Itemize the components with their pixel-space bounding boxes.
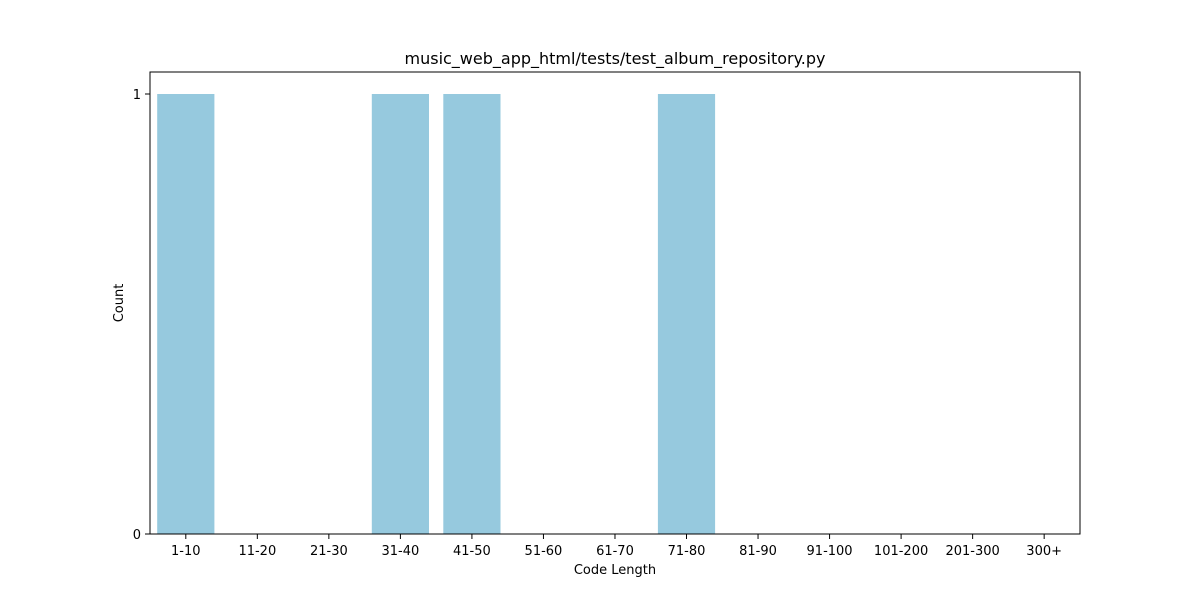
bars-group <box>157 94 716 534</box>
bar-31-40 <box>371 94 429 534</box>
x-tick-label: 21-30 <box>310 544 348 559</box>
x-tick-label: 1-10 <box>171 544 201 559</box>
bar-41-50 <box>443 94 501 534</box>
x-tick-label: 51-60 <box>525 544 563 559</box>
x-tick-label: 11-20 <box>238 544 276 559</box>
x-tick-label: 81-90 <box>739 544 777 559</box>
y-axis-label: Count <box>112 284 127 323</box>
x-tick-label: 101-200 <box>874 544 928 559</box>
x-tick-label: 91-100 <box>807 544 853 559</box>
chart-title: music_web_app_html/tests/test_album_repo… <box>405 49 826 69</box>
x-tick-label: 201-300 <box>945 544 999 559</box>
y-tick-label: 1 <box>133 88 141 103</box>
y-axis-ticks: 01 <box>133 88 150 543</box>
x-tick-label: 61-70 <box>596 544 634 559</box>
x-tick-label: 71-80 <box>668 544 706 559</box>
y-tick-label: 0 <box>133 528 141 543</box>
x-tick-label: 31-40 <box>381 544 419 559</box>
x-axis-ticks: 1-10 11-20 21-30 31-40 41-50 51-60 61-70 71-80 8… <box>171 534 1062 559</box>
x-tick-label: 41-50 <box>453 544 491 559</box>
plot-frame <box>149 71 1081 535</box>
x-tick-label: 300+ <box>1026 544 1062 559</box>
bar-1-10 <box>157 94 215 534</box>
bar-71-80 <box>657 94 716 534</box>
x-axis-label: Code Length <box>574 563 656 578</box>
